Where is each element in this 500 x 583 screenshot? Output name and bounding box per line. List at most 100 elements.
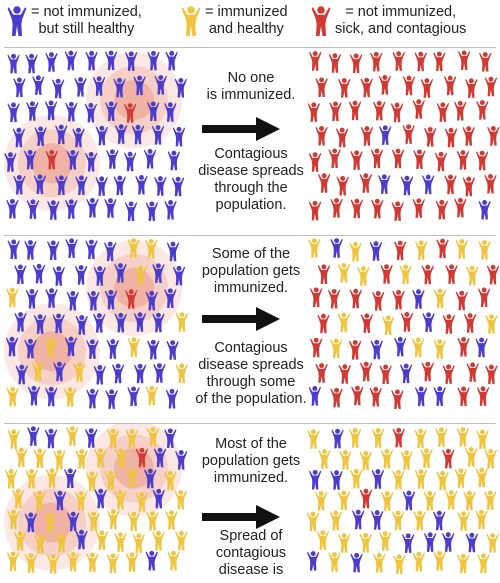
panel-no-immunization: No one is immunized. Contagious disease … [0,48,500,234]
person-figure [391,389,404,409]
person-figure [181,6,201,37]
person-figure [485,364,498,385]
person-figure [371,510,384,530]
person-figure [423,490,436,511]
person-figure [457,511,470,531]
person-figure [53,361,66,382]
panel-some-immunization: Some of the population gets immunized. C… [0,236,500,422]
person-figure [32,263,46,284]
person-figure [359,173,372,193]
person-figure [392,51,405,71]
person-figure [414,51,427,72]
person-figure [402,75,416,96]
person-figure [318,173,331,193]
legend-label-immunized: = immunized and healthy [205,4,288,37]
person-figure [164,200,177,220]
person-figure [330,338,343,359]
person-figure [463,490,476,511]
person-figure [378,75,391,95]
person-figure [400,363,413,384]
person-figure [164,428,177,448]
person-figure [477,553,490,574]
person-figure [458,50,471,70]
person-figure [370,339,383,360]
person-figure [104,289,118,310]
legend: = not immunized, but still healthy = imm… [0,0,500,46]
person-figure [147,339,160,360]
person-figure [486,264,500,285]
person-figure [93,365,106,385]
person-figure [106,149,119,169]
person-figure [127,238,140,258]
person-figure [328,53,342,73]
person-figure [114,532,127,552]
person-figure [114,263,127,283]
person-figure [421,264,434,285]
person-figure [424,127,437,147]
person-figure [95,125,108,146]
person-figure [145,385,158,406]
person-figure [442,364,455,384]
right-arrow-icon [202,505,280,529]
person-figure [316,530,329,550]
person-figure [7,6,27,37]
person-figure [146,427,160,447]
person-figure [400,175,414,196]
person-figure [308,238,321,258]
person-figure [12,127,25,148]
divider [4,423,496,424]
person-figure [154,176,167,196]
person-figure [378,174,391,194]
person-figure [380,449,394,469]
person-figure [420,448,433,468]
person-figure [379,531,392,551]
person-figure [43,512,57,533]
person-figure [392,427,405,448]
legend-item-immunized: = immunized and healthy [180,4,288,38]
person-figure [338,533,351,553]
person-figure [93,266,106,286]
person-figure [66,551,80,572]
person-figure [7,429,20,449]
person-figure [462,126,475,146]
person-figure [72,127,85,148]
person-figure [359,488,373,509]
crowd-illustration [4,238,500,409]
person-figure [152,263,165,283]
person-figure [402,124,415,144]
person-figure [350,552,363,573]
person-figure [27,426,40,446]
person-figure [328,552,341,572]
person-figure [6,551,20,572]
legend-item-not-immunized: = not immunized, but still healthy [6,4,142,38]
person-figure [55,124,68,145]
person-figure [127,386,140,406]
person-figure [359,450,372,471]
person-figure [104,198,117,218]
person-figure [402,490,416,511]
person-figure [165,388,179,409]
person-figure [484,76,498,97]
person-figure [45,288,58,308]
person-figure [85,239,98,260]
person-figure [371,198,384,219]
person-figure [6,198,19,219]
person-figure [115,448,128,468]
person-figure [44,428,58,449]
person-figure [87,291,100,311]
person-figure [433,288,447,309]
person-figure [172,126,186,147]
person-figure [400,312,414,332]
person-figure [66,291,79,311]
person-figure [454,100,467,121]
person-figure [350,468,363,489]
person-figure [172,265,186,286]
person-figure [454,197,467,218]
person-figure [52,313,65,333]
person-figure [466,362,479,382]
person-figure [65,199,78,219]
person-figure [457,553,470,574]
person-figure [172,176,185,197]
person-figure [14,312,27,332]
person-figure [124,103,137,123]
